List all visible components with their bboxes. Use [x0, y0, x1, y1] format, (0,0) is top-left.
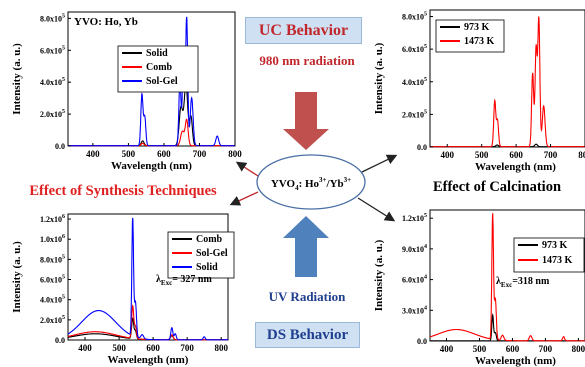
uc-radiation-label: 980 nm radiation: [259, 53, 355, 68]
arrow-to-top-left: [235, 161, 259, 177]
chart-calcination-ds: 400 500 600 700 800 Wavelength (nm) 0.0 3.0x104…: [373, 209, 585, 367]
legend: 973 K 1473 K: [513, 237, 585, 273]
y-tick-label: 6.0x105: [40, 275, 65, 285]
legend: 973 K 1473 K: [435, 19, 505, 53]
plot-frame: [429, 209, 585, 342]
chart-synthesis-uc: 400 500 600 700 800 Wavelength (nm) 0.0 2.0x105…: [11, 11, 242, 172]
x-tick-label: 600: [506, 344, 520, 354]
y-tick-label: 0.0: [417, 337, 427, 346]
x-axis-label: Wavelength (nm): [475, 355, 556, 367]
y-tick-label: 1.2x105: [402, 213, 427, 223]
y-tick-label: 4.0x105: [40, 295, 65, 305]
series-line-sol-gel: [68, 16, 235, 147]
x-tick-label: 500: [473, 344, 487, 354]
x-tick-label: 400: [440, 150, 454, 160]
y-tick-label: 2.0x105: [40, 315, 65, 325]
x-tick-label: 700: [539, 344, 553, 354]
uc-behavior-box: UC Behavior: [245, 17, 362, 44]
x-tick-label: 500: [122, 149, 136, 159]
arrow-to-top-right: [361, 154, 398, 173]
y-tick-label: 4.0x105: [402, 77, 427, 87]
legend-label: 1473 K: [464, 36, 495, 47]
x-axis-label: Wavelength (nm): [111, 160, 192, 172]
legend-label: 1473 K: [542, 255, 573, 266]
series-line-1473-k: [430, 16, 585, 148]
legend: Comb Sol-Gel Solid: [167, 231, 235, 279]
arrow-to-bottom-left: [229, 191, 259, 206]
excitation-annotation: λExc= 327 nm: [156, 274, 212, 287]
y-axis-label: Intensity (a. u.): [11, 43, 23, 115]
caption-calcination: Effect of Calcination: [433, 179, 561, 195]
y-tick-label: 8.0x105: [402, 12, 427, 22]
legend-label: 973 K: [464, 22, 490, 33]
arrow-to-bottom-right: [357, 197, 396, 222]
legend-label: Solid: [196, 262, 218, 273]
y-tick-label: 0.0: [55, 336, 65, 345]
center-compound: YVO4: Ho3+/Yb3+: [271, 176, 351, 192]
x-tick-label: 700: [544, 150, 558, 160]
x-tick-label: 600: [509, 150, 523, 160]
y-tick-label: 1.2x106: [40, 214, 65, 224]
y-tick-label: 8.0x105: [40, 254, 65, 264]
legend-label: Sol-Gel: [196, 248, 228, 259]
x-tick-label: 800: [578, 150, 585, 160]
y-tick-label: 8.0x105: [40, 13, 65, 23]
legend-label: 973 K: [542, 240, 568, 251]
y-tick-label: 1.0x106: [40, 234, 65, 244]
x-tick-label: 500: [112, 343, 126, 353]
x-tick-label: 600: [146, 343, 160, 353]
y-axis-label: Intensity (a. u.): [373, 42, 385, 114]
chart-calcination-uc: 400 500 600 700 800 Wavelength (nm) 0.0 2.0x105…: [373, 9, 585, 173]
y-tick-label: 3.0x104: [402, 305, 427, 315]
series-line-solid: [68, 83, 235, 147]
y-tick-label: 6.0x104: [402, 275, 427, 285]
x-axis-label: Wavelength (nm): [475, 161, 556, 173]
caption-synthesis: Effect of Synthesis Techniques: [29, 183, 217, 199]
y-tick-label: 2.0x105: [402, 109, 427, 119]
y-tick-label: 4.0x105: [40, 77, 65, 87]
ds-arrow: [283, 216, 329, 277]
ds-behavior-box: DS Behavior: [255, 322, 360, 348]
series-line-sol-gel: [67, 304, 228, 341]
y-tick-label: 9.0x104: [402, 244, 427, 254]
chart-title: YVO: Ho, Yb: [74, 16, 138, 28]
legend-label: Sol-Gel: [146, 76, 178, 87]
legend-label: Comb: [196, 234, 223, 245]
excitation-annotation: λExc=318 nm: [496, 276, 550, 289]
y-tick-label: 0.0: [417, 143, 427, 152]
y-tick-label: 6.0x105: [40, 45, 65, 55]
x-tick-label: 600: [157, 149, 171, 159]
x-tick-label: 700: [180, 343, 194, 353]
y-tick-label: 0.0: [55, 142, 65, 151]
x-tick-label: 400: [78, 343, 92, 353]
x-tick-label: 500: [475, 150, 489, 160]
legend: Solid Comb Sol-Gel: [117, 45, 199, 93]
x-axis-label: Wavelength (nm): [108, 354, 189, 366]
series-line-973-k: [430, 313, 585, 342]
y-tick-label: 2.0x105: [40, 109, 65, 119]
series-line-solid: [67, 217, 228, 341]
x-tick-label: 800: [228, 149, 242, 159]
uc-arrow: [283, 92, 329, 150]
center-ellipse: [256, 154, 366, 210]
series-line-1473-k: [429, 213, 585, 342]
y-axis-label: Intensity (a. u.): [11, 241, 23, 313]
chart-synthesis-ds: 400 500 600 700 800 Wavelength (nm) 0.0 2.0x105…: [11, 213, 235, 366]
x-tick-label: 400: [440, 344, 454, 354]
legend-label: Solid: [146, 48, 168, 59]
y-tick-label: 6.0x105: [402, 44, 427, 54]
ds-radiation-label: UV Radiation: [269, 289, 346, 304]
x-tick-label: 800: [214, 343, 228, 353]
x-tick-label: 400: [86, 149, 100, 159]
y-axis-label: Intensity (a. u.): [373, 239, 385, 311]
legend-label: Comb: [146, 62, 173, 73]
x-tick-label: 800: [572, 344, 585, 354]
series-line-comb: [68, 118, 235, 147]
x-tick-label: 700: [193, 149, 207, 159]
